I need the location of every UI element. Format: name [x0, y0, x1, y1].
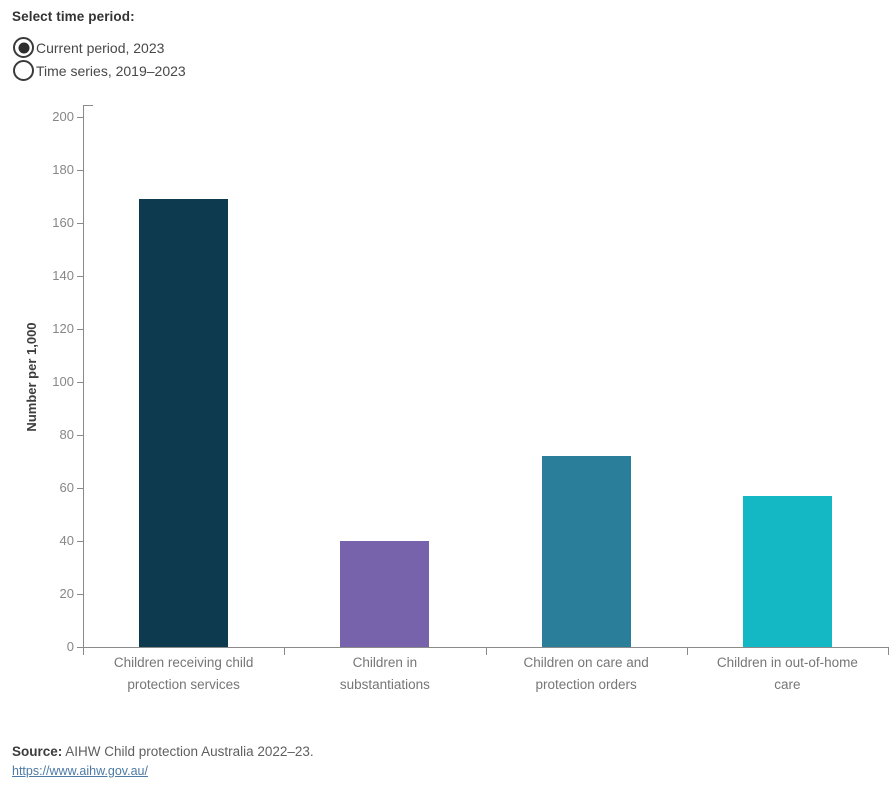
y-axis-title: Number per 1,000	[24, 322, 39, 432]
bar-2[interactable]	[541, 456, 631, 647]
y-axis-top-cap	[83, 105, 93, 106]
x-axis-category-label: Children in out-of-home care	[716, 655, 858, 692]
radio-option-label: Time series, 2019–2023	[36, 62, 186, 79]
y-axis-tick-label: 0	[66, 639, 74, 654]
y-axis-tick	[77, 435, 83, 436]
bar-0[interactable]	[139, 199, 229, 647]
x-axis-tick	[486, 647, 487, 655]
y-axis-tick	[77, 329, 83, 330]
x-axis-tick	[888, 647, 889, 655]
source-label: Source:	[12, 744, 63, 759]
y-axis-tick	[77, 594, 83, 595]
y-axis-tick	[77, 276, 83, 277]
source-line: Source: AIHW Child protection Australia …	[12, 744, 314, 759]
x-axis-category-label: Children on care and protection orders	[523, 655, 649, 692]
y-axis-tick	[77, 488, 83, 489]
source-text: AIHW Child protection Australia 2022–23.	[62, 744, 314, 759]
x-axis-category-label: Children in substantiations	[339, 655, 430, 692]
y-axis-tick	[77, 382, 83, 383]
y-axis-tick-label: 100	[52, 374, 74, 389]
radio-option-label: Current period, 2023	[36, 39, 165, 56]
y-axis-tick-label: 40	[59, 533, 74, 548]
y-axis-tick-label: 180	[52, 162, 74, 177]
y-axis-tick	[77, 647, 83, 648]
y-axis-tick	[77, 170, 83, 171]
y-axis-line	[83, 105, 84, 647]
chart-footer: Source: AIHW Child protection Australia …	[12, 744, 314, 780]
bar-3[interactable]	[742, 496, 832, 647]
x-axis-category-label: Children receiving child protection serv…	[113, 655, 254, 692]
y-axis-tick-label: 80	[59, 427, 74, 442]
y-axis-tick	[77, 223, 83, 224]
radio-option-1[interactable]: Time series, 2019–2023	[13, 59, 186, 82]
time-period-controls: Select time period:	[12, 9, 135, 24]
y-axis-tick-label: 60	[59, 480, 74, 495]
radio-button-selected-icon[interactable]	[13, 37, 34, 58]
radio-option-0[interactable]: Current period, 2023	[13, 36, 186, 59]
y-axis-tick-label: 160	[52, 215, 74, 230]
y-axis-tick-label: 120	[52, 321, 74, 336]
x-axis-tick	[687, 647, 688, 655]
radio-dot	[18, 42, 29, 53]
time-period-radio-group: Current period, 2023 Time series, 2019–20…	[13, 36, 186, 82]
radio-button-icon[interactable]	[13, 60, 34, 81]
y-axis-tick	[77, 541, 83, 542]
y-axis-tick-label: 140	[52, 268, 74, 283]
x-axis-tick	[284, 647, 285, 655]
y-axis-tick-label: 200	[52, 109, 74, 124]
bar-1[interactable]	[340, 541, 430, 647]
y-axis-tick	[77, 117, 83, 118]
y-axis-tick-label: 20	[59, 586, 74, 601]
time-period-title: Select time period:	[12, 9, 135, 24]
source-link[interactable]: https://www.aihw.gov.au/	[12, 764, 148, 778]
x-axis-tick	[83, 647, 84, 655]
